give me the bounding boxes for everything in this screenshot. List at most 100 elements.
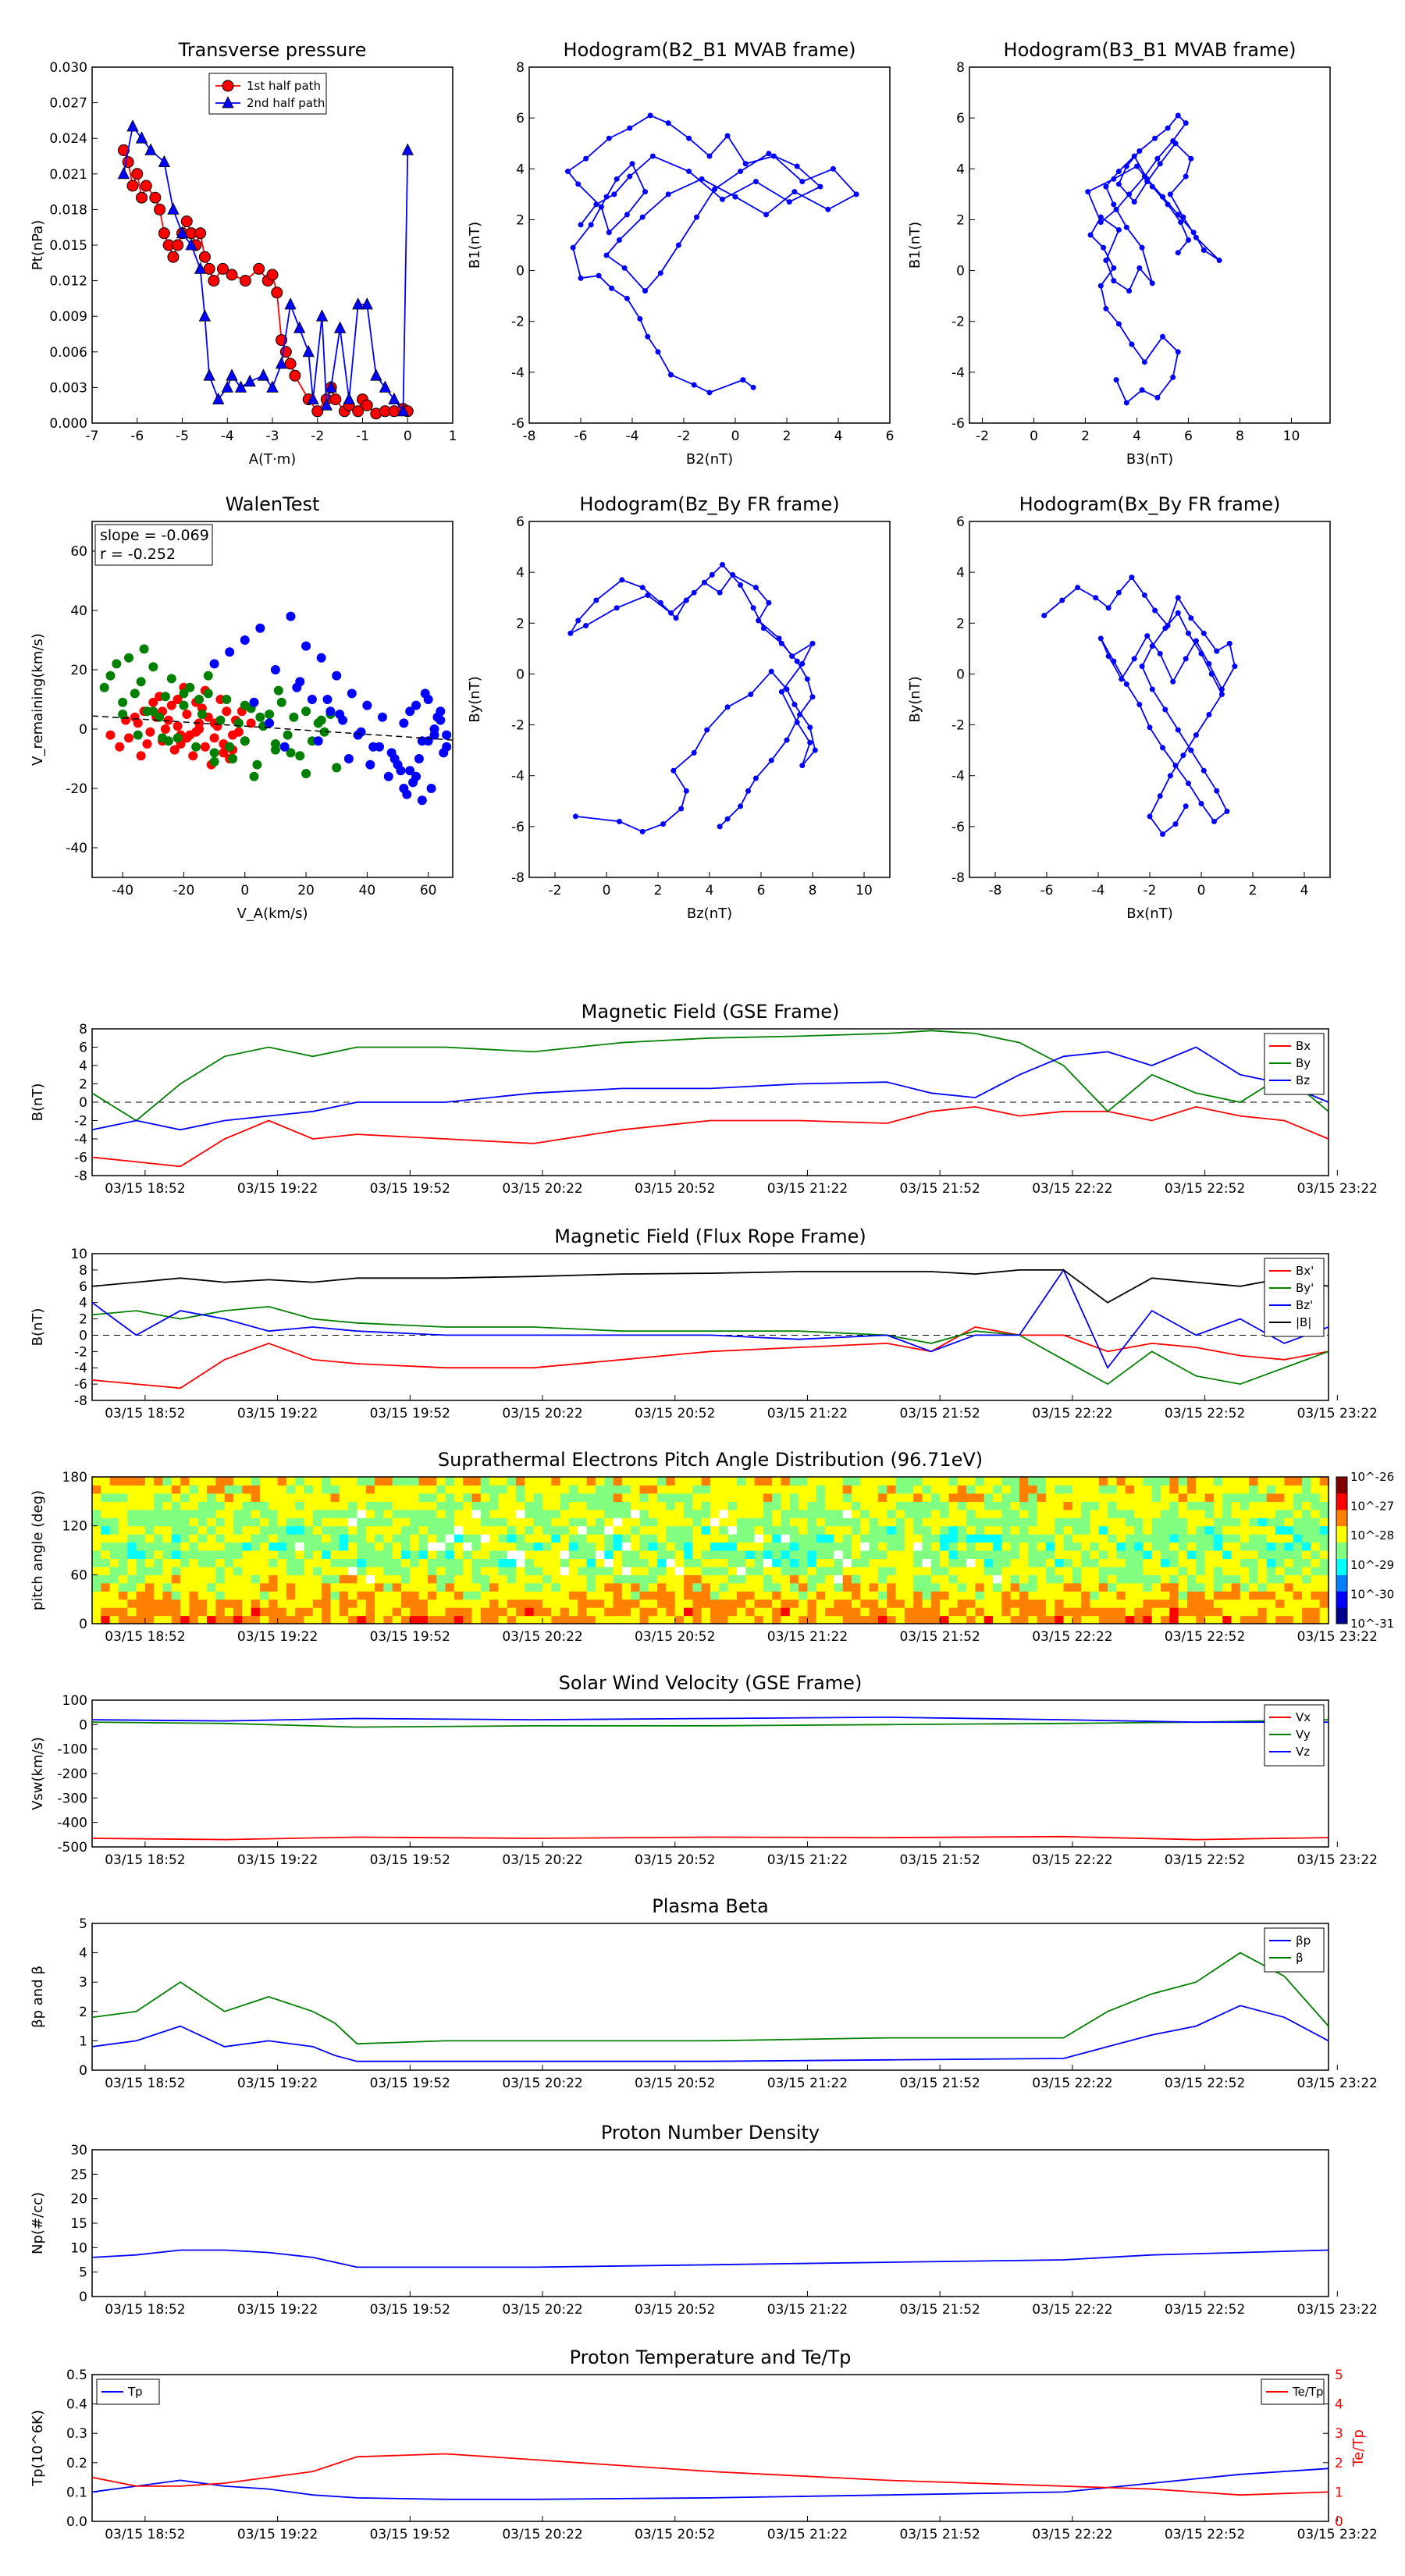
heatmap-cell [1045, 1607, 1055, 1617]
heatmap-cell [586, 1493, 596, 1502]
heatmap-cell [207, 1615, 216, 1624]
chart-title: Plasma Beta [652, 1895, 768, 1917]
data-point [1101, 244, 1107, 251]
data-point [1105, 653, 1112, 660]
heatmap-cell [568, 1517, 578, 1527]
heatmap-cell [242, 1501, 252, 1510]
heatmap-cell [957, 1574, 967, 1584]
heatmap-cell [595, 1599, 605, 1608]
data-point [379, 380, 392, 393]
heatmap-cell [595, 1582, 605, 1592]
heatmap-cell [304, 1525, 314, 1535]
heatmap-cell [816, 1599, 826, 1608]
heatmap-cell [913, 1566, 923, 1575]
scatter-point [265, 710, 275, 719]
data-point [1180, 214, 1186, 220]
heatmap-cell [930, 1574, 941, 1584]
heatmap-cell [516, 1574, 525, 1584]
heatmap-cell [118, 1517, 128, 1527]
heatmap-cell [1240, 1477, 1250, 1486]
heatmap-cell [604, 1493, 614, 1502]
heatmap-cell [101, 1517, 111, 1527]
heatmap-cell [948, 1509, 959, 1518]
x-tick-label: 03/15 22:52 [1165, 1629, 1245, 1645]
heatmap-cell [727, 1591, 738, 1600]
heatmap-cell [189, 1509, 199, 1518]
heatmap-cell [1222, 1582, 1232, 1592]
heatmap-cell [92, 1591, 101, 1600]
heatmap-cell [736, 1542, 746, 1551]
heatmap-cell [277, 1501, 287, 1510]
heatmap-cell [1028, 1477, 1038, 1486]
heatmap-cell [533, 1599, 543, 1608]
heatmap-cell [568, 1591, 578, 1600]
data-point [724, 816, 731, 822]
heatmap-cell [127, 1566, 137, 1575]
heatmap-cell [189, 1591, 199, 1600]
heatmap-cell [471, 1517, 482, 1527]
heatmap-cell [312, 1517, 322, 1527]
heatmap-cell [1151, 1574, 1161, 1584]
heatmap-cell [754, 1582, 764, 1592]
x-tick-label: 8 [1236, 429, 1244, 444]
heatmap-cell [224, 1525, 234, 1535]
data-point [1206, 712, 1212, 718]
heatmap-cell [224, 1534, 234, 1543]
heatmap-cell [286, 1509, 296, 1518]
heatmap-cell [1222, 1477, 1232, 1486]
heatmap-cell [489, 1599, 500, 1608]
chart-title: Suprathermal Electrons Pitch Angle Distr… [438, 1449, 983, 1471]
heatmap-cell [877, 1550, 887, 1560]
heatmap-cell [887, 1477, 897, 1486]
heatmap-cell [1186, 1542, 1197, 1551]
heatmap-cell [560, 1599, 570, 1608]
heatmap-cell [869, 1550, 879, 1560]
data-point [1139, 664, 1145, 670]
y-tick-label: 2 [516, 212, 525, 228]
heatmap-cell [259, 1534, 269, 1543]
heatmap-cell [471, 1534, 482, 1543]
x-tick-label: 03/15 22:22 [1032, 2076, 1112, 2091]
heatmap-cell [1284, 1501, 1294, 1510]
heatmap-cell [516, 1493, 525, 1502]
heatmap-cell [719, 1582, 729, 1592]
heatmap-cell [913, 1615, 923, 1624]
heatmap-cell [1098, 1477, 1108, 1486]
heatmap-cell [1249, 1485, 1259, 1494]
heatmap-cell [1063, 1525, 1073, 1535]
heatmap-cell [1028, 1517, 1038, 1527]
heatmap-cell [1178, 1591, 1188, 1600]
y-tick-label: -4 [511, 769, 525, 785]
chart-title: Transverse pressure [178, 39, 367, 61]
heatmap-cell [322, 1542, 332, 1551]
heatmap-cell [727, 1477, 738, 1486]
heatmap-cell [993, 1582, 1002, 1592]
heatmap-cell [144, 1542, 155, 1551]
heatmap-cell [1161, 1607, 1170, 1617]
heatmap-cell [666, 1591, 676, 1600]
heatmap-cell [684, 1591, 693, 1600]
heatmap-cell [516, 1582, 525, 1592]
heatmap-cell [887, 1501, 897, 1510]
x-tick-label: 0 [731, 429, 740, 444]
heatmap-cell [454, 1485, 464, 1494]
heatmap-cell [445, 1566, 455, 1575]
heatmap-cell [1010, 1607, 1020, 1617]
heatmap-cell [1311, 1493, 1321, 1502]
heatmap-cell [445, 1615, 455, 1624]
heatmap-cell [966, 1591, 976, 1600]
heatmap-cell [197, 1599, 208, 1608]
heatmap-cell [233, 1566, 243, 1575]
data-point [738, 582, 744, 588]
y-axis-label: pitch angle (deg) [30, 1490, 46, 1610]
heatmap-cell [1072, 1493, 1082, 1502]
heatmap-cell [648, 1591, 658, 1600]
heatmap-cell [887, 1574, 897, 1584]
heatmap-cell [427, 1599, 437, 1608]
heatmap-cell [1116, 1591, 1126, 1600]
data-point [1105, 605, 1112, 611]
heatmap-cell [1108, 1493, 1118, 1502]
heatmap-cell [604, 1542, 614, 1551]
heatmap-cell [304, 1591, 314, 1600]
heatmap-cell [92, 1615, 101, 1624]
